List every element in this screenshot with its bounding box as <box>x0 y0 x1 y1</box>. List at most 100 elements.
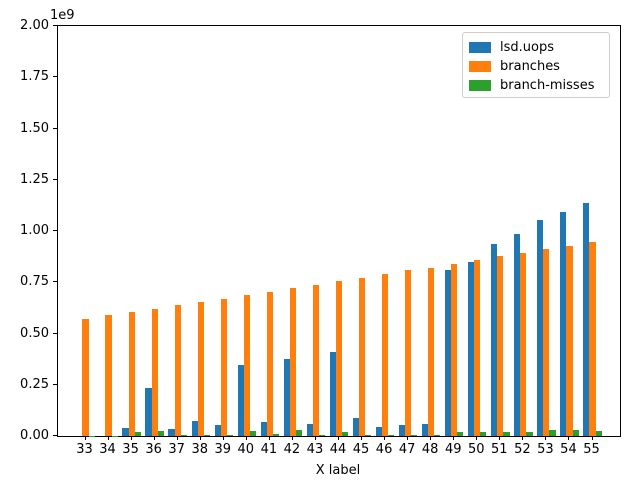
x-tick-label-41: 41 <box>260 442 278 457</box>
bar-lsd.uops-50 <box>468 261 475 436</box>
bar-lsd.uops-39 <box>214 425 221 436</box>
legend-label: lsd.uops <box>500 39 554 55</box>
bar-branches-44 <box>335 281 343 436</box>
y-tick-mark <box>53 25 57 26</box>
x-tick-label-43: 43 <box>306 442 324 457</box>
x-tick-label-49: 49 <box>444 442 462 457</box>
x-tick-label-44: 44 <box>329 442 347 457</box>
bar-branches-38 <box>197 301 204 436</box>
bar-lsd.uops-49 <box>445 269 452 436</box>
x-axis-label: X label <box>315 463 361 478</box>
bar-branch-misses-41 <box>272 433 280 436</box>
x-tick-mark <box>361 436 363 440</box>
x-tick-mark <box>268 436 270 440</box>
x-tick-mark <box>568 436 570 440</box>
bar-branches-34 <box>105 315 112 436</box>
bar-branch-misses-44 <box>342 431 349 436</box>
bar-branches-50 <box>474 260 481 436</box>
legend-label: branch-misses <box>500 77 595 93</box>
x-tick-label-46: 46 <box>375 442 393 457</box>
bar-branches-36 <box>151 308 158 436</box>
legend-label: branches <box>500 58 560 74</box>
y-tick-label: 1.25 <box>20 171 49 187</box>
x-tick-mark <box>430 436 432 440</box>
y-tick-label: 1.50 <box>20 120 49 136</box>
bar-branch-misses-42 <box>295 430 303 436</box>
bar-branches-49 <box>451 263 458 436</box>
bar-lsd.uops-45 <box>352 417 359 436</box>
x-tick-mark <box>338 436 339 440</box>
y-tick-label: 0.00 <box>20 428 49 443</box>
x-tick-label-39: 39 <box>214 442 232 457</box>
bar-branches-37 <box>174 305 181 436</box>
x-tick-mark <box>291 436 293 440</box>
legend-swatch-branches <box>469 61 491 72</box>
bar-branches-40 <box>243 294 250 436</box>
x-tick-mark <box>130 436 132 440</box>
x-tick-mark <box>407 436 409 440</box>
x-tick-label-38: 38 <box>191 442 208 457</box>
x-tick-label-50: 50 <box>467 442 485 457</box>
x-tick-mark <box>107 436 109 440</box>
y-tick-mark <box>53 435 57 436</box>
bar-branch-misses-35 <box>134 431 141 436</box>
bar-lsd.uops-53 <box>537 220 544 436</box>
bar-lsd.uops-43 <box>306 423 313 436</box>
x-tick-label-54: 54 <box>560 442 577 457</box>
legend-item-lsd.uops: lsd.uops <box>469 38 603 57</box>
bar-lsd.uops-41 <box>260 421 267 436</box>
bar-lsd.uops-46 <box>375 426 382 436</box>
bar-lsd.uops-51 <box>491 244 498 436</box>
bar-branch-misses-43 <box>319 434 326 436</box>
y-tick-mark <box>53 230 57 231</box>
bar-branches-54 <box>566 245 573 436</box>
bar-branches-39 <box>220 298 227 436</box>
legend: lsd.uops branches branch-misses <box>462 32 610 98</box>
legend-item-branches: branches <box>469 57 603 76</box>
bar-branches-46 <box>382 273 389 436</box>
y-tick-mark <box>53 76 57 78</box>
y-tick-label: 1.00 <box>20 223 49 238</box>
bar-branch-misses-49 <box>457 431 464 436</box>
x-tick-label-52: 52 <box>514 442 531 457</box>
bar-branches-35 <box>128 311 135 436</box>
x-tick-mark <box>522 436 524 440</box>
bar-branches-52 <box>520 253 527 436</box>
bar-branches-42 <box>289 288 296 436</box>
bar-branch-misses-37 <box>180 434 187 436</box>
bar-branch-misses-52 <box>526 432 533 436</box>
y-tick-label: 1.75 <box>20 69 49 85</box>
bar-branch-misses-51 <box>503 431 510 436</box>
bar-lsd.uops-55 <box>583 203 590 436</box>
bar-branch-misses-54 <box>572 430 579 436</box>
legend-swatch-lsd.uops <box>469 42 491 53</box>
bar-lsd.uops-44 <box>329 351 336 436</box>
x-tick-label-48: 48 <box>421 442 439 457</box>
bar-branches-43 <box>312 284 320 436</box>
bar-branches-55 <box>589 242 596 436</box>
bar-branch-misses-40 <box>249 430 257 436</box>
bar-lsd.uops-35 <box>122 427 129 436</box>
bar-branches-51 <box>497 256 504 436</box>
x-tick-label-35: 35 <box>122 442 139 457</box>
y-tick-mark <box>53 332 57 334</box>
x-tick-mark <box>499 436 501 440</box>
bar-branch-misses-38 <box>203 434 210 436</box>
bar-lsd.uops-37 <box>168 428 175 436</box>
y-tick-mark <box>53 383 57 385</box>
x-tick-mark <box>222 436 224 440</box>
bar-lsd.uops-42 <box>283 358 290 436</box>
y-tick-mark <box>53 127 57 129</box>
legend-swatch-branch-misses <box>469 80 491 91</box>
x-tick-mark <box>199 436 201 440</box>
y-axis-offset-text: 1e9 <box>50 8 75 23</box>
x-tick-mark <box>245 436 247 440</box>
bar-branch-misses-39 <box>226 434 233 436</box>
bar-branches-48 <box>428 267 435 436</box>
y-tick-mark <box>53 281 57 283</box>
y-tick-label: 2.00 <box>20 18 49 33</box>
x-tick-mark <box>453 436 455 440</box>
bar-lsd.uops-40 <box>237 365 244 436</box>
bar-branch-misses-45 <box>365 434 372 436</box>
